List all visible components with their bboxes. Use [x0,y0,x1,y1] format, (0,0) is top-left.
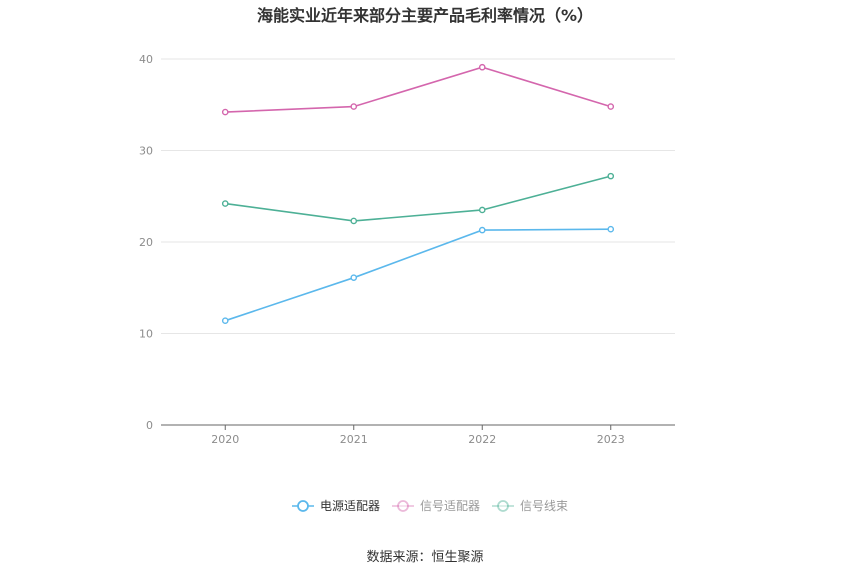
data-point[interactable] [350,103,358,110]
x-tick-label: 2020 [211,433,239,446]
series-lines [221,63,615,324]
axes: 0 10 20 30 40 2020 2021 2022 2023 [139,53,675,446]
x-tick-label: 2022 [468,433,496,446]
legend-item[interactable]: 电源适配器 [292,499,380,513]
legend-label: 信号线束 [520,499,568,513]
legend-item[interactable]: 信号适配器 [392,499,480,513]
x-tick-label: 2021 [340,433,368,446]
data-point[interactable] [350,274,358,281]
data-point[interactable] [221,200,229,207]
legend-item[interactable]: 信号线束 [492,499,568,513]
data-point[interactable] [478,206,486,214]
legend-marker [497,500,509,512]
chart-title: 海能实业近年来部分主要产品毛利率情况（%） [256,6,594,25]
data-point[interactable] [221,317,229,324]
grid-lines [161,58,675,334]
legend-marker [297,500,309,512]
y-tick-label: 40 [139,53,153,66]
series-line [224,228,611,322]
series-line [225,175,611,222]
data-point[interactable] [607,172,615,180]
y-tick-label: 30 [139,145,153,158]
y-tick-label: 0 [146,419,153,432]
data-point[interactable] [607,225,615,233]
x-tick-label: 2023 [597,433,625,446]
y-tick-label: 20 [139,236,153,249]
data-point[interactable] [221,108,229,116]
data-point[interactable] [478,63,486,71]
legend-label: 电源适配器 [320,499,380,513]
data-point[interactable] [478,226,486,234]
legend[interactable]: 电源适配器 信号适配器 信号线束 [292,499,568,513]
y-tick-label: 10 [139,328,153,341]
series-line [225,66,611,113]
legend-label: 信号适配器 [420,499,480,513]
source-note: 数据来源：恒生聚源 [366,550,484,565]
data-point[interactable] [350,217,358,225]
data-point[interactable] [607,103,615,110]
legend-marker [397,500,409,512]
